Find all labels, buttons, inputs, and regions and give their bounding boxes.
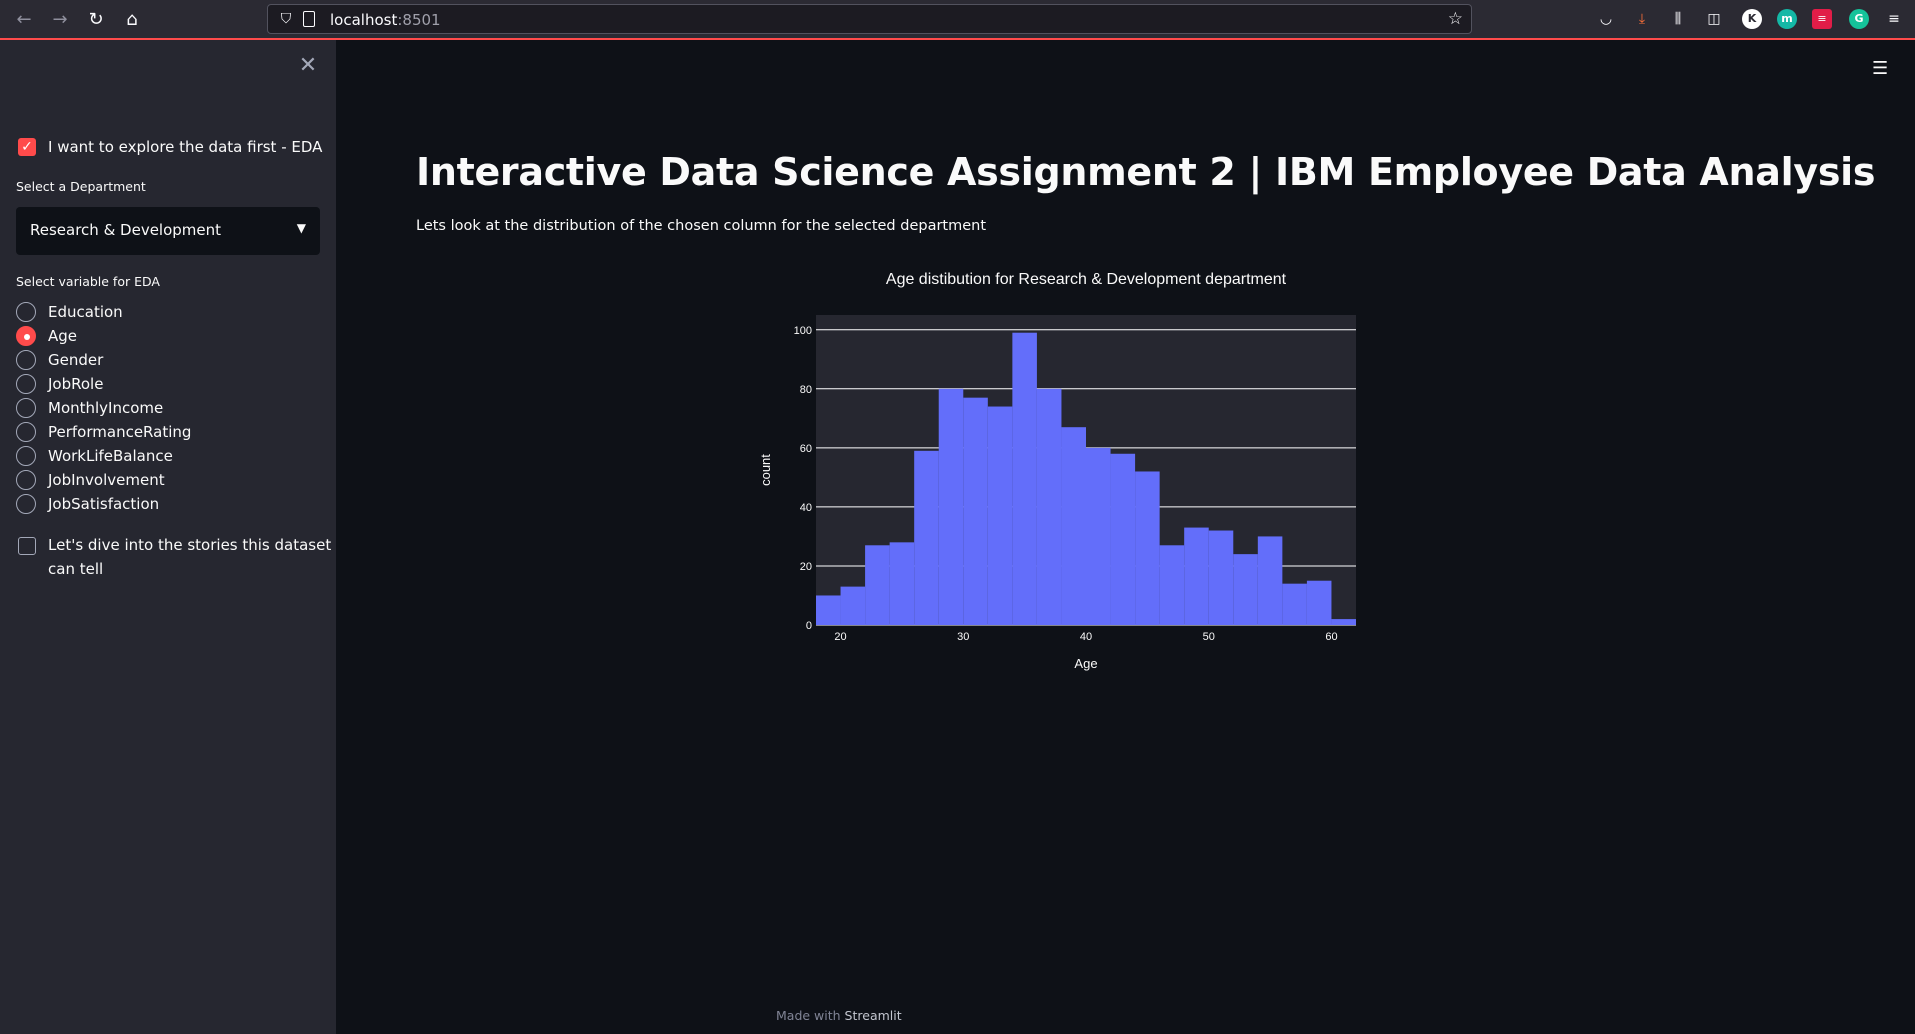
y-tick-labels: 0 20 40 60 80 100 <box>794 325 812 632</box>
radio-label[interactable]: JobRole <box>48 375 104 393</box>
stories-checkbox[interactable] <box>18 537 36 555</box>
sidebar-toggle-icon[interactable]: ◫ <box>1707 11 1721 27</box>
chevron-down-icon: ▼ <box>296 221 306 235</box>
histogram-bar[interactable] <box>987 406 1013 625</box>
histogram-bar[interactable] <box>1184 527 1209 625</box>
y-tick-label: 80 <box>800 384 812 396</box>
y-axis-label: count <box>758 454 773 486</box>
pocket-icon[interactable]: ◡ <box>1599 11 1613 27</box>
histogram-bar[interactable] <box>938 388 964 625</box>
histogram-bar[interactable] <box>1233 554 1258 625</box>
forward-icon[interactable]: → <box>52 9 68 30</box>
footer: Made with Streamlit <box>776 1008 902 1023</box>
eda-checkbox[interactable]: ✓ <box>18 138 36 156</box>
y-tick-label: 20 <box>800 561 812 573</box>
department-value: Research & Development <box>30 221 222 239</box>
x-axis-label: Age <box>1074 656 1097 671</box>
url-text[interactable]: localhost:8501 <box>330 11 441 29</box>
histogram-bar[interactable] <box>1257 536 1283 625</box>
histogram-bar[interactable] <box>914 450 939 625</box>
footer-prefix: Made with <box>776 1008 845 1023</box>
histogram-bar[interactable] <box>889 542 915 625</box>
radio-button[interactable] <box>16 446 36 466</box>
radio-label[interactable]: Age <box>48 327 78 345</box>
y-tick-label: 0 <box>806 620 812 632</box>
histogram-bar[interactable] <box>1306 580 1332 625</box>
radio-label[interactable]: JobSatisfaction <box>48 495 160 513</box>
download-icon[interactable]: ⤓ <box>1638 11 1646 27</box>
radio-button[interactable] <box>16 302 36 322</box>
age-histogram-chart[interactable]: Age distibution for Research & Developme… <box>740 255 1420 685</box>
variable-label: Select variable for EDA <box>16 274 160 289</box>
histogram-bar[interactable] <box>1086 447 1111 625</box>
radio-button[interactable] <box>16 494 36 514</box>
y-tick-label: 40 <box>800 502 812 514</box>
page-icon <box>303 11 315 27</box>
histogram-bar[interactable] <box>1282 583 1307 625</box>
x-tick-label: 30 <box>957 631 969 643</box>
radio-button[interactable] <box>16 398 36 418</box>
page-title: Interactive Data Science Assignment 2 | … <box>416 150 1876 194</box>
eda-checkbox-label[interactable]: I want to explore the data first - EDA <box>48 138 323 156</box>
histogram-bar[interactable] <box>1036 388 1062 625</box>
radio-button[interactable] <box>16 470 36 490</box>
histogram-bar[interactable] <box>1208 530 1234 625</box>
back-icon[interactable]: ← <box>16 9 32 30</box>
bookmark-star-icon[interactable]: ☆ <box>1447 9 1463 29</box>
histogram-bar[interactable] <box>1331 619 1356 625</box>
sidebar: ✕ ✓ I want to explore the data first - E… <box>0 40 336 1034</box>
extension-m-icon[interactable]: m <box>1777 9 1797 29</box>
department-select[interactable]: Research & Development ▼ <box>16 207 320 255</box>
x-tick-label: 40 <box>1080 631 1092 643</box>
browser-toolbar: ← → ↻ ⌂ ⛉ localhost:8501 ☆ ◡ ⤓ ⫼ ◫ K m ≡… <box>0 0 1915 40</box>
histogram-bar[interactable] <box>1135 471 1160 625</box>
radio-button[interactable] <box>16 350 36 370</box>
radio-label[interactable]: WorkLifeBalance <box>48 447 173 465</box>
home-icon[interactable]: ⌂ <box>126 9 138 30</box>
radio-label[interactable]: Gender <box>48 351 104 369</box>
radio-button[interactable] <box>16 422 36 442</box>
x-tick-label: 60 <box>1325 631 1337 643</box>
histogram-bar[interactable] <box>1012 332 1037 625</box>
extension-k-icon[interactable]: K <box>1742 9 1762 29</box>
shield-icon[interactable]: ⛉ <box>280 11 292 27</box>
extension-todoist-icon[interactable]: ≡ <box>1812 9 1832 29</box>
x-tick-labels: 20 30 40 50 60 <box>834 631 1337 643</box>
histogram-bar[interactable] <box>963 397 988 625</box>
y-tick-label: 100 <box>794 325 812 337</box>
histogram-bar[interactable] <box>816 595 841 625</box>
radio-button[interactable] <box>16 374 36 394</box>
radio-label[interactable]: JobInvolvement <box>48 471 165 489</box>
close-icon[interactable]: ✕ <box>298 53 318 78</box>
radio-label[interactable]: MonthlyIncome <box>48 399 164 417</box>
stories-checkbox-label-line2[interactable]: can tell <box>48 560 104 578</box>
page-subtitle: Lets look at the distribution of the cho… <box>416 218 987 234</box>
grammarly-icon[interactable]: G <box>1849 9 1869 29</box>
reload-icon[interactable]: ↻ <box>88 9 104 30</box>
browser-menu-icon[interactable]: ≡ <box>1888 11 1900 27</box>
histogram-bar[interactable] <box>865 545 890 625</box>
chart-title: Age distibution for Research & Developme… <box>886 271 1287 288</box>
library-icon[interactable]: ⫼ <box>1674 11 1682 27</box>
x-tick-label: 20 <box>834 631 846 643</box>
histogram-bar[interactable] <box>840 586 866 625</box>
x-tick-label: 50 <box>1203 631 1215 643</box>
stories-checkbox-label-line1[interactable]: Let's dive into the stories this dataset <box>48 536 332 554</box>
url-bar[interactable]: ⛉ localhost:8501 ☆ <box>267 4 1472 34</box>
hamburger-menu-icon[interactable]: ☰ <box>1872 58 1889 79</box>
department-label: Select a Department <box>16 179 146 194</box>
histogram-bar[interactable] <box>1110 453 1136 625</box>
radio-button[interactable] <box>16 326 36 346</box>
radio-label[interactable]: Education <box>48 303 123 321</box>
histogram-bar[interactable] <box>1159 545 1185 625</box>
radio-label[interactable]: PerformanceRating <box>48 423 192 441</box>
histogram-bar[interactable] <box>1061 427 1086 625</box>
streamlit-link[interactable]: Streamlit <box>844 1008 902 1023</box>
bars[interactable] <box>816 332 1356 625</box>
y-tick-label: 60 <box>800 443 812 455</box>
